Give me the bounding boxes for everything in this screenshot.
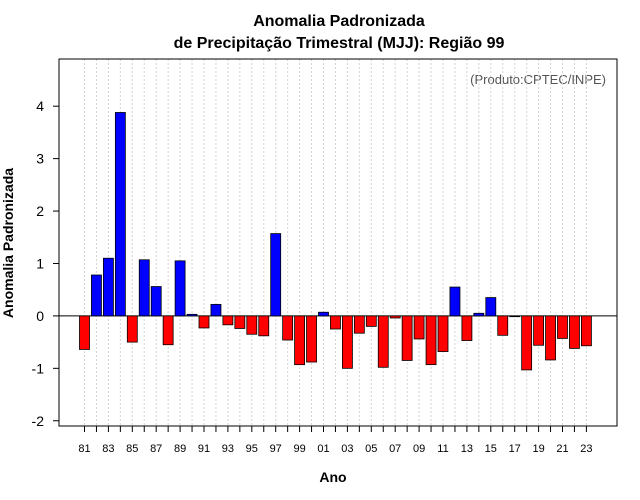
bar-2001 <box>318 311 329 317</box>
bar-2019 <box>533 315 544 346</box>
x-tick-label: 81 <box>78 443 90 455</box>
chart-title-line2: de Precipitação Trimestral (MJJ): Região… <box>174 35 505 52</box>
bar-1997 <box>270 233 282 317</box>
x-tick-label: 99 <box>293 443 305 455</box>
bar-1989 <box>174 260 186 317</box>
credit-label: (Produto:CPTEC/INPE) <box>470 72 606 87</box>
y-tick-label: 0 <box>36 308 44 324</box>
bar-2012 <box>449 286 461 317</box>
bar-1998 <box>282 315 294 341</box>
bar-1983 <box>103 257 114 317</box>
bar-2006 <box>377 315 389 368</box>
x-tick-label: 01 <box>317 443 329 455</box>
x-tick-label: 19 <box>532 443 544 455</box>
x-tick-label: 97 <box>270 443 282 455</box>
bar-1993 <box>222 315 234 326</box>
x-tick-label: 09 <box>413 443 425 455</box>
y-tick-label: 4 <box>36 98 44 114</box>
bar-2004 <box>353 315 365 334</box>
bars <box>79 112 592 371</box>
bar-2018 <box>521 315 533 371</box>
bar-2010 <box>425 315 437 366</box>
y-tick-label: 2 <box>36 203 44 219</box>
bar-2003 <box>341 315 353 369</box>
bar-2009 <box>413 315 425 340</box>
x-tick-label: 15 <box>485 443 497 455</box>
bar-2022 <box>569 315 580 349</box>
y-axis: -2 -1 0 1 2 3 4 <box>32 98 59 429</box>
bar-1987 <box>150 286 162 317</box>
bar-2000 <box>306 315 317 363</box>
bar-1984 <box>114 112 126 317</box>
bar-2021 <box>557 315 568 339</box>
bar-1999 <box>294 315 306 366</box>
bar-2005 <box>365 315 377 327</box>
y-tick-label: -2 <box>32 413 45 429</box>
bar-2008 <box>401 315 413 361</box>
x-tick-label: 03 <box>341 443 353 455</box>
chart-title-line1: Anomalia Padronizada <box>253 13 425 30</box>
bar-2015 <box>485 297 497 317</box>
bar-1985 <box>126 315 138 343</box>
bar-2020 <box>545 315 556 361</box>
x-tick-label: 95 <box>246 443 258 455</box>
x-axis: 81 83 85 87 89 91 93 95 97 99 01 03 05 07 09 11 13 15 17 19… <box>78 426 593 455</box>
bar-1992 <box>210 303 222 317</box>
bar-2023 <box>581 315 592 347</box>
bar-1986 <box>138 259 150 317</box>
grid <box>84 59 587 426</box>
bar-2016 <box>497 315 509 336</box>
x-tick-label: 91 <box>198 443 210 455</box>
x-tick-label: 07 <box>389 443 401 455</box>
bar-1990 <box>186 313 198 317</box>
bar-2017 <box>509 315 521 318</box>
bar-1982 <box>91 274 102 317</box>
bar-2011 <box>437 315 449 352</box>
bar-1994 <box>234 315 246 329</box>
bar-2014 <box>473 312 485 317</box>
bar-1981 <box>79 315 90 350</box>
bar-1991 <box>198 315 210 329</box>
y-tick-label: -1 <box>32 360 45 376</box>
bar-2002 <box>330 315 341 330</box>
x-axis-label: Ano <box>319 469 346 485</box>
x-tick-label: 17 <box>509 443 521 455</box>
plot-frame <box>58 58 618 427</box>
x-tick-label: 11 <box>437 443 448 455</box>
x-tick-label: 23 <box>580 443 592 455</box>
bar-2013 <box>461 315 473 341</box>
x-tick-label: 21 <box>556 443 568 455</box>
bar-1995 <box>246 315 258 335</box>
x-tick-label: 87 <box>150 443 162 455</box>
bar-2007 <box>389 315 401 319</box>
x-tick-label: 13 <box>461 443 473 455</box>
x-tick-label: 83 <box>102 443 114 455</box>
x-tick-label: 85 <box>126 443 138 455</box>
y-tick-label: 3 <box>36 151 44 167</box>
bar-1996 <box>258 315 270 337</box>
x-tick-label: 05 <box>365 443 377 455</box>
y-axis-label: Anomalia Padronizada <box>0 168 16 318</box>
x-tick-label: 89 <box>174 443 186 455</box>
y-tick-label: 1 <box>36 255 44 271</box>
bar-1988 <box>162 315 174 346</box>
x-tick-label: 93 <box>222 443 234 455</box>
